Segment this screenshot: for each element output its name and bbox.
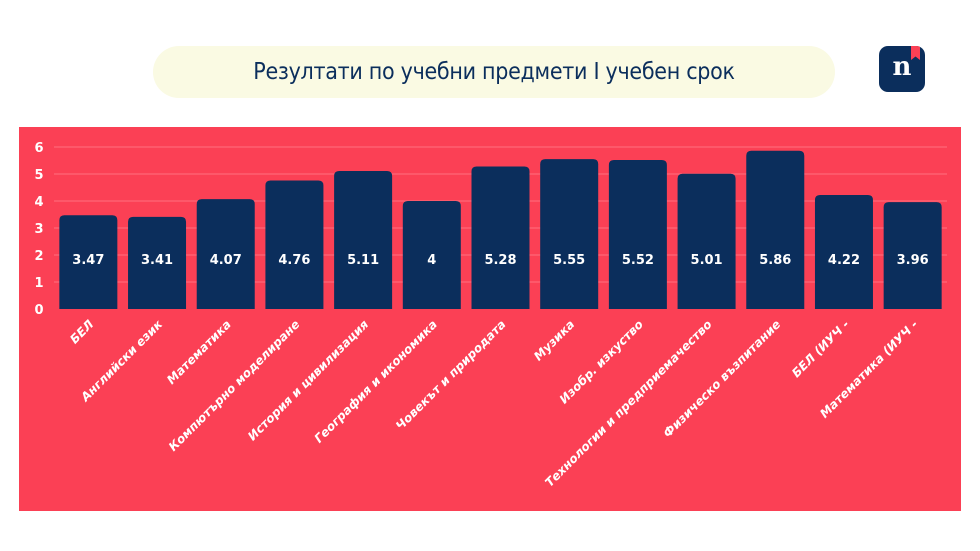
chart-panel: 0 1 2 3 4 5 6 3.47 БЕЛ 3.41 Английски език 4.07 Мате…	[19, 127, 961, 511]
bookmark-icon	[911, 46, 920, 60]
x-tick-label: Физическо възпитание	[660, 317, 783, 440]
x-tick-label: БЕЛ	[67, 317, 96, 346]
bar	[540, 159, 599, 309]
data-label: 5.01	[691, 253, 723, 268]
data-label: 5.52	[622, 253, 654, 268]
logo-letter: n	[892, 52, 912, 82]
data-label: 4.22	[828, 253, 860, 268]
bar	[883, 202, 942, 309]
y-tick-label: 4	[34, 195, 43, 210]
data-label: 3.47	[72, 253, 104, 268]
y-tick-label: 5	[34, 168, 43, 183]
y-tick-label: 3	[34, 222, 43, 237]
y-tick-label: 1	[34, 276, 43, 291]
bar	[128, 216, 187, 309]
y-tick-label: 0	[34, 303, 43, 318]
data-label: 4.07	[210, 253, 242, 268]
brand-logo: n	[879, 46, 925, 92]
x-tick-label: Математика	[164, 317, 234, 387]
x-tick-label: Музика	[531, 317, 577, 363]
bar	[471, 166, 530, 309]
data-label: 4.76	[278, 253, 310, 268]
x-tick-label: БЕЛ (ИУЧ -	[789, 317, 852, 380]
bar	[746, 150, 805, 309]
data-label: 5.55	[553, 253, 585, 268]
data-label: 5.28	[484, 253, 516, 268]
bar	[677, 173, 736, 309]
x-tick-label: Компютърно моделиране	[166, 317, 303, 454]
x-tick-label: История и цивилизация	[245, 317, 371, 443]
bar	[608, 159, 667, 309]
data-label: 5.11	[347, 253, 379, 268]
data-label: 5.86	[759, 253, 791, 268]
chart-title: Резултати по учебни предмети I учебен ср…	[153, 46, 835, 98]
bar	[59, 215, 118, 309]
bar	[814, 195, 873, 309]
bar	[196, 199, 255, 309]
x-tick-label: Човекът и природата	[393, 317, 509, 433]
data-label: 4	[427, 253, 436, 268]
bar	[334, 171, 393, 309]
data-label: 3.96	[897, 253, 929, 268]
bar	[265, 180, 324, 309]
y-tick-label: 2	[34, 249, 43, 264]
data-label: 3.41	[141, 253, 173, 268]
bar	[402, 201, 461, 309]
y-tick-label: 6	[34, 141, 43, 156]
x-tick-label: География и икономика	[312, 317, 440, 445]
